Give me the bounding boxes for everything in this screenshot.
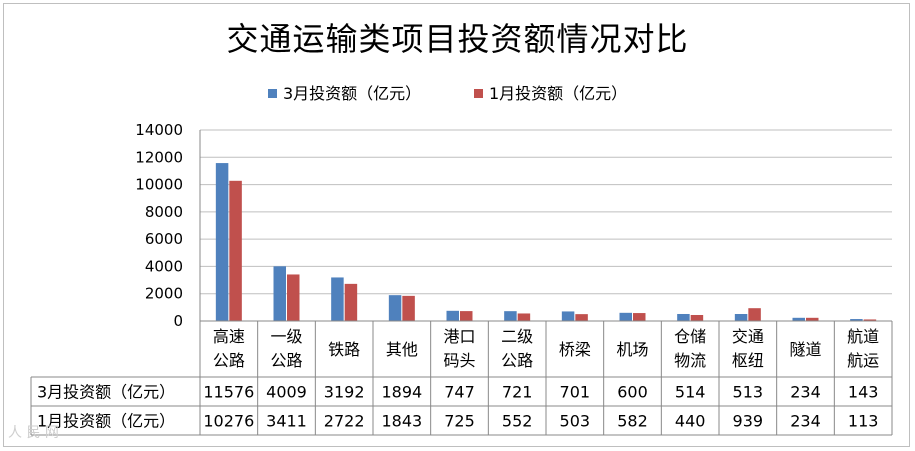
bar-march bbox=[850, 319, 863, 321]
category-label: 其他 bbox=[386, 340, 418, 359]
category-label: 航运 bbox=[847, 351, 879, 370]
table-value: 939 bbox=[733, 412, 764, 431]
bar-march bbox=[792, 317, 805, 321]
bar-january bbox=[690, 314, 704, 321]
category-label: 物流 bbox=[674, 351, 706, 370]
table-value: 3411 bbox=[266, 412, 307, 431]
legend-swatch-january bbox=[474, 89, 483, 98]
table-value: 582 bbox=[617, 412, 648, 431]
category-label: 公路 bbox=[501, 351, 533, 370]
table-value: 552 bbox=[502, 412, 533, 431]
table-value: 234 bbox=[790, 412, 821, 431]
bar-january bbox=[633, 313, 646, 321]
bar-march bbox=[561, 311, 575, 321]
bar-march bbox=[504, 311, 517, 321]
category-label: 高速 bbox=[213, 327, 245, 346]
chart-frame bbox=[3, 3, 910, 447]
category-label: 航道 bbox=[847, 327, 879, 346]
legend-item-march: 3月投资额（亿元） bbox=[268, 80, 421, 104]
category-label: 交通 bbox=[732, 327, 764, 346]
bar-january bbox=[460, 311, 473, 321]
bar-march bbox=[734, 314, 748, 321]
chart-title: 交通运输类项目投资额情况对比 bbox=[226, 20, 689, 58]
y-tick-label: 12000 bbox=[135, 148, 183, 166]
y-tick-label: 2000 bbox=[145, 285, 183, 303]
category-label: 隧道 bbox=[789, 340, 821, 359]
bar-march bbox=[619, 312, 632, 321]
bar-january bbox=[517, 313, 531, 321]
bar-january bbox=[863, 319, 877, 321]
category-label: 码头 bbox=[443, 351, 475, 370]
table-value: 11576 bbox=[203, 383, 254, 402]
table-value: 3192 bbox=[324, 383, 365, 402]
bar-march bbox=[215, 163, 229, 321]
table-value: 1843 bbox=[381, 412, 422, 431]
y-tick-label: 8000 bbox=[145, 203, 183, 221]
category-label: 桥梁 bbox=[559, 340, 591, 359]
y-tick-label: 14000 bbox=[135, 121, 183, 139]
table-value: 600 bbox=[617, 383, 648, 402]
bar-march bbox=[331, 277, 344, 321]
table-value: 234 bbox=[790, 383, 821, 402]
legend-swatch-march bbox=[268, 89, 277, 98]
category-label: 二级 bbox=[501, 327, 533, 346]
y-tick-label: 0 bbox=[173, 312, 183, 330]
legend-label-march: 3月投资额（亿元） bbox=[283, 84, 422, 103]
table-value: 440 bbox=[675, 412, 706, 431]
y-tick-label: 4000 bbox=[145, 257, 183, 275]
y-tick-label: 6000 bbox=[145, 230, 183, 248]
table-value: 1894 bbox=[381, 383, 422, 402]
bar-january bbox=[229, 180, 242, 321]
category-label: 仓储 bbox=[674, 327, 706, 346]
bar-january bbox=[287, 274, 300, 321]
bar-march bbox=[388, 295, 402, 321]
category-label: 机场 bbox=[616, 340, 648, 359]
bar-january bbox=[748, 308, 761, 321]
table-value: 143 bbox=[848, 383, 879, 402]
bar-january bbox=[806, 317, 819, 321]
table-series-name: 3月投资额（亿元） bbox=[37, 383, 175, 402]
bar-march bbox=[446, 310, 459, 321]
y-tick-label: 10000 bbox=[135, 176, 183, 194]
table-value: 747 bbox=[444, 383, 475, 402]
bar-march bbox=[677, 313, 690, 321]
table-value: 4009 bbox=[266, 383, 307, 402]
table-value: 701 bbox=[560, 383, 591, 402]
watermark: 人 民 网 bbox=[8, 425, 59, 441]
table-value: 721 bbox=[502, 383, 533, 402]
bar-march bbox=[273, 266, 286, 321]
category-label: 公路 bbox=[270, 351, 302, 370]
legend-label-january: 1月投资额（亿元） bbox=[489, 84, 628, 103]
bar-january bbox=[575, 314, 588, 321]
table-value: 113 bbox=[848, 412, 879, 431]
category-label: 港口 bbox=[443, 327, 475, 346]
category-label: 公路 bbox=[213, 351, 245, 370]
table-value: 514 bbox=[675, 383, 706, 402]
category-label: 一级 bbox=[270, 327, 302, 346]
table-value: 513 bbox=[733, 383, 764, 402]
bar-january bbox=[402, 295, 415, 321]
table-series-name: 1月投资额（亿元） bbox=[37, 412, 175, 431]
table-value: 503 bbox=[560, 412, 591, 431]
bar-january bbox=[344, 283, 358, 321]
table-value: 10276 bbox=[203, 412, 254, 431]
table-value: 2722 bbox=[324, 412, 365, 431]
category-label: 枢纽 bbox=[732, 351, 764, 370]
table-value: 725 bbox=[444, 412, 475, 431]
category-label: 铁路 bbox=[328, 340, 360, 359]
legend-item-january: 1月投资额（亿元） bbox=[474, 80, 627, 104]
